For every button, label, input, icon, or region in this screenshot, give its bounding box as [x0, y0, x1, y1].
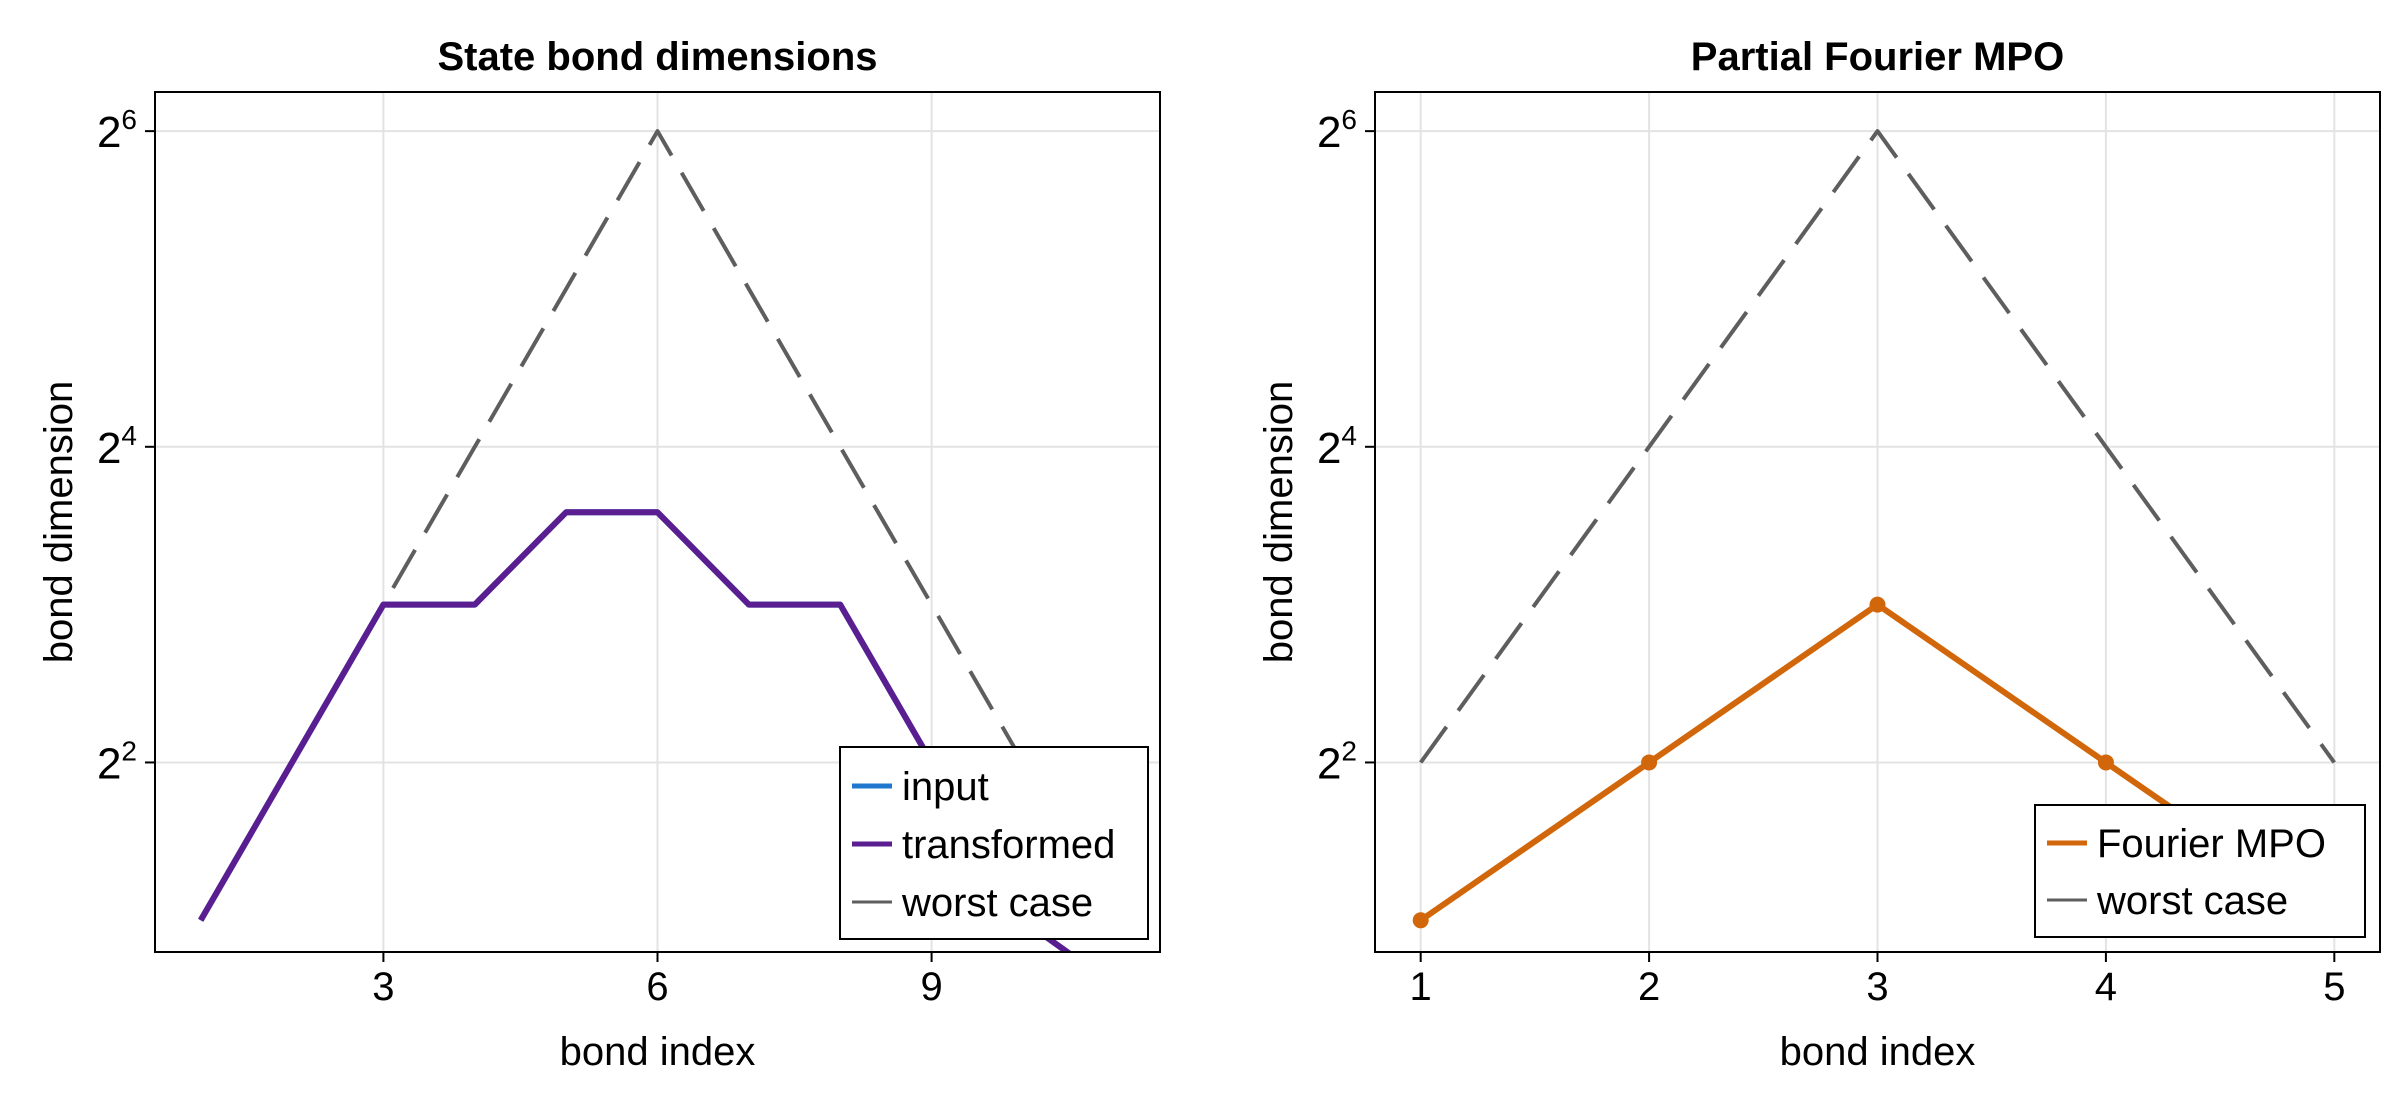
y-tick-label: 22	[1317, 735, 1357, 788]
y-tick-label: 24	[97, 420, 137, 473]
legend-entry-fourier-mpo: Fourier MPO	[2047, 822, 2326, 866]
chart-title: Partial Fourier MPO	[1691, 35, 2064, 79]
series-line-worst-case	[198, 129, 1117, 922]
series-line-worst-case	[1419, 129, 2336, 764]
data-point-fourier-mpo	[1869, 596, 1886, 613]
legend: Fourier MPO worst case	[2034, 804, 2366, 938]
data-point-fourier-mpo	[2097, 754, 2114, 771]
legend-entry-worst-case: worst case	[852, 881, 1093, 925]
x-tick-label: 2	[1638, 965, 1660, 1009]
legend-label-worst-case: worst case	[2096, 879, 2288, 923]
x-tick-label: 9	[920, 965, 942, 1009]
x-axis-label: bond index	[1780, 1030, 1976, 1074]
legend-entry-worst-case: worst case	[2047, 879, 2288, 923]
legend: input transformed worst case	[839, 746, 1149, 940]
x-tick-label: 3	[372, 965, 394, 1009]
x-tick-label: 4	[2095, 965, 2117, 1009]
x-tick-label: 6	[646, 965, 668, 1009]
y-tick-label: 24	[1317, 420, 1357, 473]
x-ticks: 1 2 3 4 5	[1410, 952, 2345, 1009]
legend-entry-transformed: transformed	[852, 823, 1115, 867]
legend-label-worst-case: worst case	[901, 881, 1093, 925]
data-point-fourier-mpo	[1641, 754, 1658, 771]
y-ticks: 22 24 26	[1317, 104, 1375, 788]
x-tick-label: 3	[1866, 965, 1888, 1009]
legend-label-input: input	[902, 765, 989, 809]
legend-label-transformed: transformed	[902, 823, 1115, 867]
x-ticks: 3 6 9	[372, 952, 943, 1009]
legend-box	[2034, 804, 2366, 938]
x-tick-label: 5	[2323, 965, 2345, 1009]
legend-entry-input: input	[852, 765, 989, 809]
x-axis-label: bond index	[560, 1030, 756, 1074]
chart-title: State bond dimensions	[437, 35, 877, 79]
x-tick-label: 1	[1410, 965, 1432, 1009]
chart-panel-fourier-mpo: Partial Fourier MPO 1 2 3 4 5 22 24 26 bond in…	[1257, 35, 2381, 1074]
y-axis-label: bond dimension	[37, 381, 81, 663]
y-tick-label: 22	[97, 735, 137, 788]
legend-label-fourier-mpo: Fourier MPO	[2097, 822, 2326, 866]
y-tick-label: 26	[97, 104, 137, 157]
y-ticks: 22 24 26	[97, 104, 155, 788]
data-point-fourier-mpo	[1412, 912, 1429, 929]
y-axis-label: bond dimension	[1257, 381, 1301, 663]
y-tick-label: 26	[1317, 104, 1357, 157]
chart-panel-state-bonds: State bond dimensions 3 6 9 22 24 26 bond in…	[37, 35, 1161, 1074]
